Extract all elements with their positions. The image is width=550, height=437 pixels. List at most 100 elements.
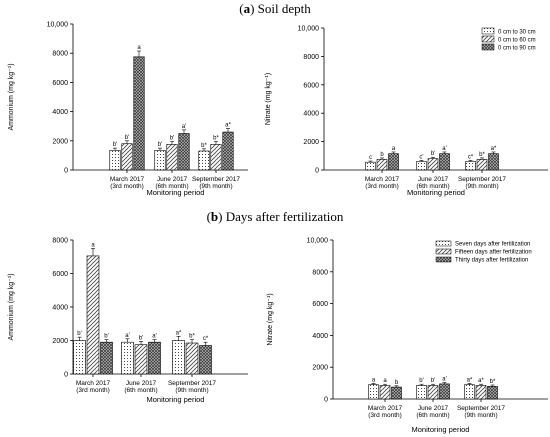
bar [222,131,234,171]
x-tick-label: March 2017 [76,380,111,387]
x-axis-label: Monitoring period [412,425,470,434]
bar [133,56,145,171]
bar [488,153,499,171]
significance-label: a* [467,377,473,383]
y-tick-label: 8000 [303,54,319,61]
legend-label: 0 cm to 60 cm [498,38,536,44]
y-tick-label: 4000 [52,109,68,116]
charts-layer: 0 2000 4000 6000 8000 10,000 Ammonium (mg kg⁻¹… [8,22,548,434]
bar [365,161,376,171]
legend-swatch [435,248,452,255]
significance-label: a* [225,122,231,128]
y-tick-label: 4000 [303,111,319,118]
significance-label: b' [419,378,423,384]
y-axis-label: Ammonium (mg kg⁻¹) [8,63,15,130]
x-tick-label: June 2017 [418,176,449,183]
bar [185,342,199,375]
x-axis-label: Monitoring period [147,188,205,197]
significance-label: b' [431,151,435,157]
chart-a-nitrate: 0 2000 4000 6000 8000 10,000 Nitrate (mg kg⁻¹)… [265,26,548,197]
bar [464,384,475,400]
y-tick-label: 8000 [52,51,68,58]
x-tick-label: September 2017 [458,176,506,183]
section-b-text: Days after fertilization [222,209,344,224]
section-b-letter: b [210,209,219,224]
x-tick-label: March 2017 [368,405,403,412]
significance-label: b' [158,142,162,148]
legend-swatch [481,27,495,35]
bar [368,384,379,400]
x-tick-label: June 2017 [418,405,449,412]
significance-label: a* [478,378,484,384]
significance-label: a' [125,333,129,339]
x-tick-label: June 2017 [157,176,188,183]
bar [134,344,148,375]
bar [376,159,388,171]
bar [388,153,399,171]
y-tick-label: 10,000 [298,26,320,33]
section-a-title: (a) Soil depth [239,1,311,16]
bar [427,158,439,171]
significance-label: c' [419,154,423,160]
significance-label: a [91,242,95,248]
legend-swatch [481,35,495,43]
y-axis-label: Ammonium (mg kg⁻¹) [8,273,15,340]
significance-label: c [369,155,372,161]
significance-label: a [137,45,141,51]
x-tick-sublabel: (9th month) [465,183,498,190]
bar [178,133,190,171]
legend-label: 0 cm to 90 cm [498,46,536,52]
significance-label: a* [176,330,182,336]
x-tick-sublabel: (6th month) [124,387,157,394]
y-tick-label: 10,000 [47,22,69,29]
significance-label: c* [468,154,474,160]
chart-a-ammonium: 0 2000 4000 6000 8000 10,000 Ammonium (mg kg⁻¹… [8,22,248,197]
bar [199,345,212,375]
significance-label: b* [189,334,195,340]
significance-label: a' [182,124,186,130]
y-tick-label: 8000 [312,269,328,276]
significance-label: b* [201,143,207,149]
x-tick-sublabel: (9th month) [464,412,497,419]
significance-label: a' [442,377,446,383]
significance-label: a [392,146,396,152]
legend-label: Fifteen days after fertilization [455,250,532,256]
legend-swatch [435,240,452,247]
y-tick-label: 2000 [312,365,328,372]
bar [416,385,427,400]
bar [73,340,86,375]
section-b-title: (b) Days after fertilization [206,209,344,224]
significance-label: b' [104,334,108,340]
significance-label: b* [213,136,219,142]
x-axis-label: Monitoring period [407,188,465,197]
y-tick-label: 0 [315,168,319,175]
significance-label: a [372,377,376,383]
bar [154,149,166,171]
y-tick-label: 2000 [52,138,68,145]
x-tick-sublabel: (9th month) [175,387,208,394]
bar [487,385,498,400]
y-tick-label: 10,000 [307,238,329,245]
y-tick-label: 6000 [312,301,328,308]
section-a-text: Soil depth [254,1,311,16]
y-tick-label: 6000 [52,80,68,87]
significance-label: b' [170,136,174,142]
y-tick-label: 6000 [303,82,319,89]
y-tick-label: 8000 [52,238,68,245]
legend-label: Thirty days after fertilization [455,258,528,264]
legend-swatch [481,43,495,51]
significance-label: b* [490,379,496,385]
bar [109,149,121,171]
significance-label: b [395,380,399,386]
bar [121,143,133,171]
significance-label: b [380,152,384,158]
chart-b-ammonium: 0 2000 4000 6000 8000 Ammonium (mg kg⁻¹) March… [8,238,248,404]
section-a-letter: a [243,1,251,16]
x-tick-sublabel: (3rd month) [368,412,402,419]
bar [476,159,488,171]
bar [210,144,222,171]
significance-label: b' [125,135,129,141]
bar [121,341,134,375]
significance-label: b* [479,152,485,158]
